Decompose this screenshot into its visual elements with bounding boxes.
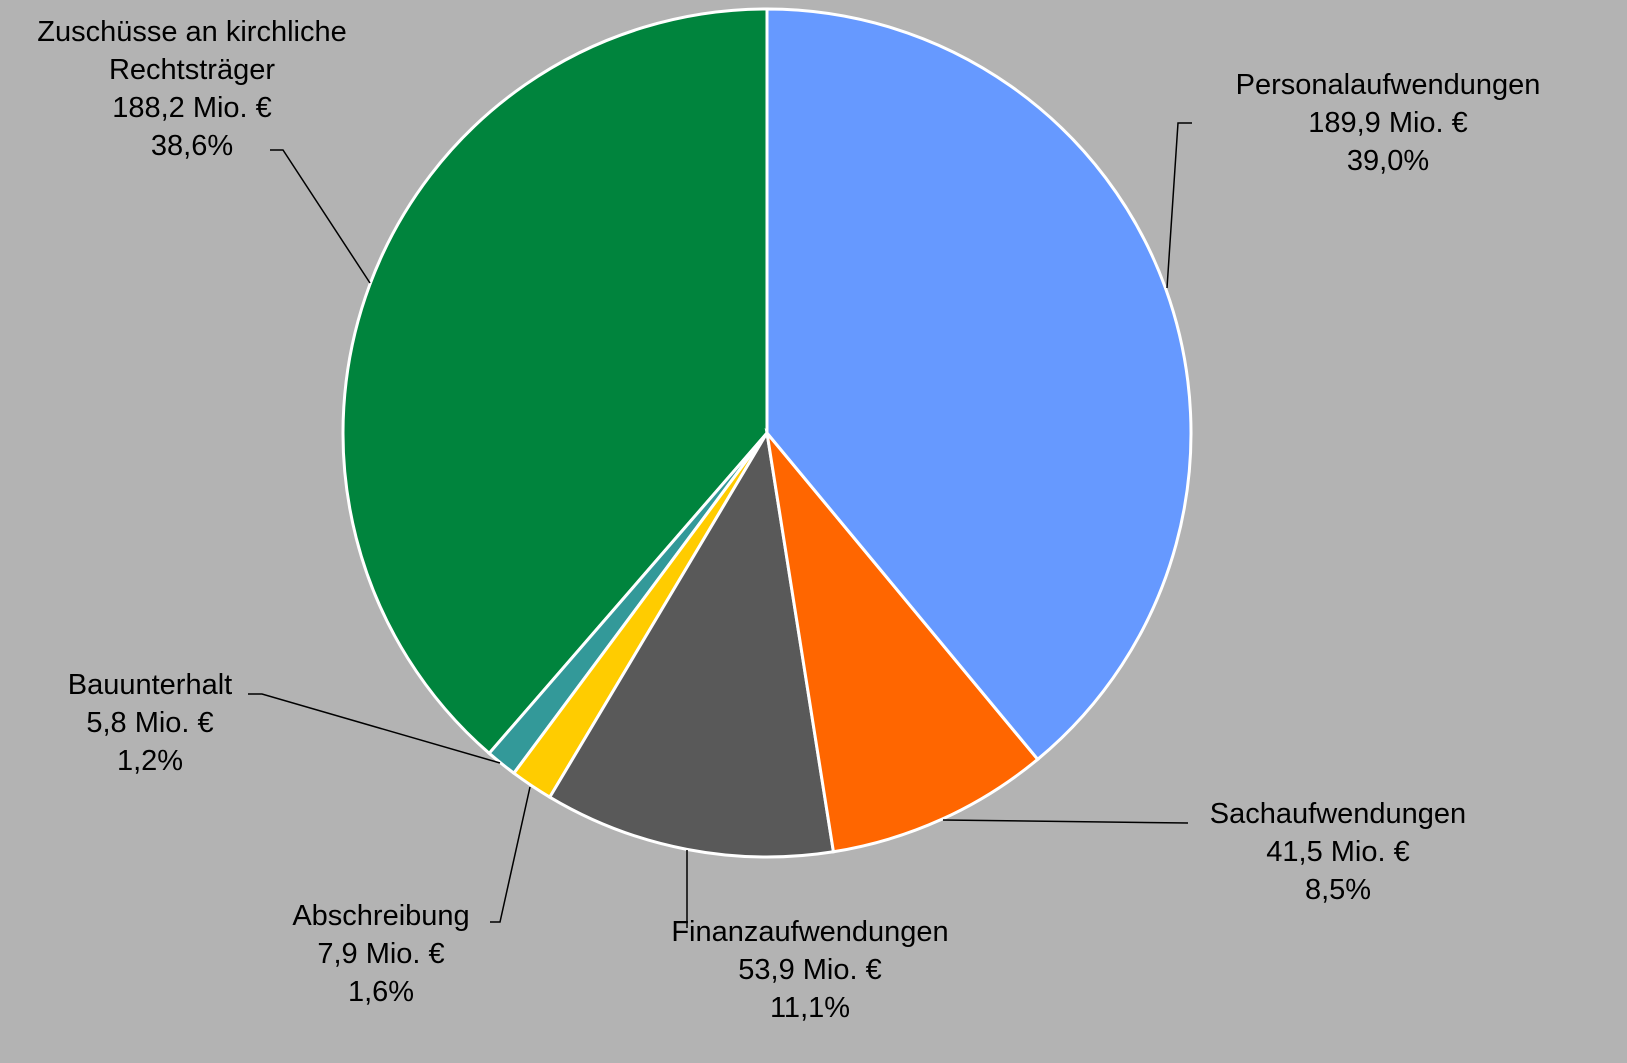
percent-label: 38,6% (150, 130, 234, 162)
slice-label: Abschreibung 7,9 Mio. € 1,6% (292, 897, 469, 1011)
pie-slice (547, 428, 836, 859)
pie-slice (764, 427, 1040, 854)
leader-line (1166, 122, 1192, 289)
leader-lines (248, 122, 1192, 928)
percent-label: 1,2% (116, 745, 184, 777)
leader-line (270, 149, 371, 284)
category-label: Zuschüsse an kirchliche Rechtsträger (37, 16, 347, 86)
value-label: 188,2 Mio. € (112, 92, 272, 124)
slice-label: Finanzaufwendungen 53,9 Mio. € 11,1% (671, 913, 948, 1027)
category-label: Bauunterhalt (67, 669, 233, 701)
slice-label: Sachaufwendungen 41,5 Mio. € 8,5% (1210, 795, 1466, 909)
value-label: 189,9 Mio. € (1308, 107, 1468, 139)
value-label: 7,9 Mio. € (317, 938, 445, 970)
percent-label: 1,6% (347, 976, 415, 1008)
percent-label: 8,5% (1304, 874, 1372, 906)
category-label: Personalaufwendungen (1235, 69, 1541, 101)
slice-label: Bauunterhalt 5,8 Mio. € 1,2% (68, 666, 232, 780)
category-label: Finanzaufwendungen (671, 916, 949, 948)
pie-slice (341, 7, 769, 756)
slice-label: Personalaufwendungen 189,9 Mio. € 39,0% (1236, 66, 1541, 180)
category-label: Abschreibung (292, 900, 470, 932)
value-label: 41,5 Mio. € (1266, 836, 1410, 868)
percent-label: 11,1% (769, 992, 851, 1024)
value-label: 53,9 Mio. € (738, 954, 882, 986)
percent-label: 39,0% (1346, 145, 1430, 177)
pie-slice (765, 7, 1193, 762)
category-label: Sachaufwendungen (1209, 798, 1467, 830)
leader-line (248, 693, 501, 764)
value-label: 5,8 Mio. € (86, 707, 214, 739)
leader-line (942, 819, 1189, 824)
slice-label: Zuschüsse an kirchliche Rechtsträger 188,… (2, 13, 382, 165)
leader-line (490, 786, 531, 923)
